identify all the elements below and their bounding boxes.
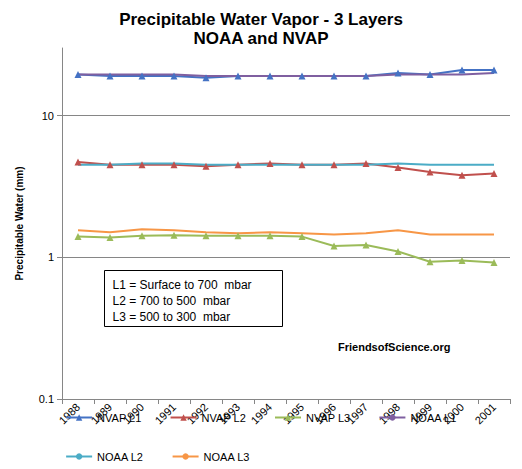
svg-text:10: 10 <box>42 110 54 122</box>
svg-text:2001: 2001 <box>472 401 498 427</box>
svg-text:NVAP L1: NVAP L1 <box>97 412 141 424</box>
svg-text:L1 = Surface to 700 mbar: L1 = Surface to 700 mbar <box>113 278 252 292</box>
svg-text:Precipitable Water (mm): Precipitable Water (mm) <box>14 166 25 280</box>
svg-text:NOAA L3: NOAA L3 <box>204 451 250 463</box>
svg-text:NVAP L3: NVAP L3 <box>306 412 350 424</box>
svg-text:1998: 1998 <box>376 401 402 427</box>
svg-text:1992: 1992 <box>184 400 211 427</box>
svg-text:NOAA L1: NOAA L1 <box>410 412 456 424</box>
svg-text:FriendsofScience.org: FriendsofScience.org <box>338 341 450 353</box>
svg-text:1: 1 <box>48 251 54 263</box>
svg-text:Precipitable Water Vapor - 3 L: Precipitable Water Vapor - 3 Layers <box>119 10 403 29</box>
svg-text:L3 = 500 to 300 mbar: L3 = 500 to 300 mbar <box>113 310 231 324</box>
svg-text:NOAA and NVAP: NOAA and NVAP <box>193 29 328 48</box>
svg-text:1994: 1994 <box>248 401 274 427</box>
svg-text:1988: 1988 <box>56 401 82 427</box>
svg-text:NOAA L2: NOAA L2 <box>97 451 143 463</box>
svg-text:NVAP L2: NVAP L2 <box>202 412 246 424</box>
svg-text:1997: 1997 <box>344 400 371 427</box>
svg-text:1991: 1991 <box>152 401 178 427</box>
svg-text:L2 = 700 to 500 mbar: L2 = 700 to 500 mbar <box>113 294 231 308</box>
svg-text:1995: 1995 <box>280 401 306 427</box>
svg-text:0.1: 0.1 <box>39 393 54 405</box>
